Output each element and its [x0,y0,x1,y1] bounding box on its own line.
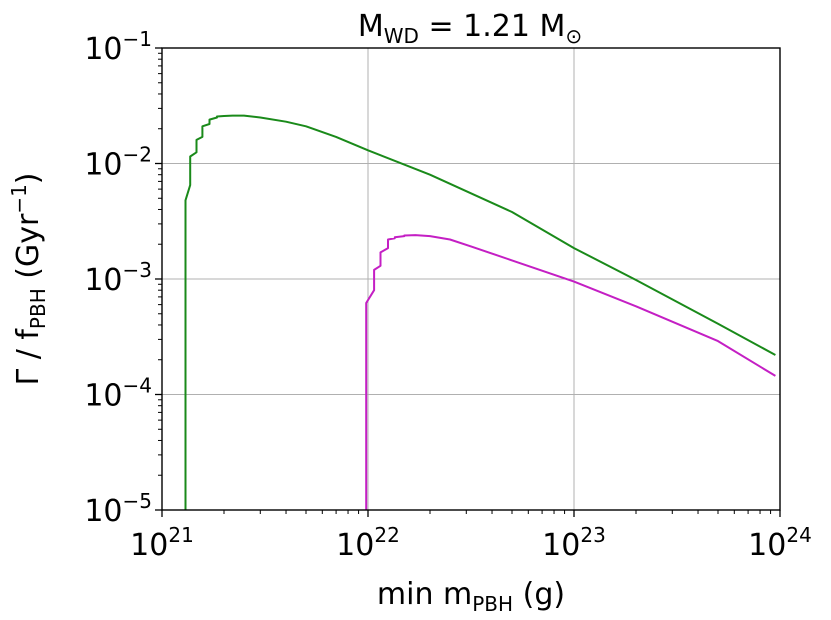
major-ticks [155,47,781,517]
x-axis-label: min mPBH (g) [377,577,565,616]
x-tick-label: 1022 [336,523,400,563]
series-group [184,114,776,510]
series-line-1 [184,114,776,510]
y-tick-labels: 10−5 10−4 10−3 10−2 10−1 [84,27,152,529]
x-tick-label: 1021 [130,523,194,563]
series-line-2 [365,234,776,510]
xlabel-suffix: (g) [513,577,565,612]
y-tick-label: 10−3 [84,258,152,298]
title-sub: WD [384,24,419,48]
title-sub2: ⊙ [565,24,582,48]
ylabel-prefix: Γ / f [11,328,46,386]
x-tick-label: 1024 [748,523,812,563]
y-tick-label: 10−2 [84,143,152,183]
xlabel-sub: PBH [472,592,513,616]
x-tick-labels: 1021 1022 1023 1024 [130,523,812,563]
y-axis-label: Γ / fPBH (Gyr−1) [7,172,50,385]
minor-ticks [158,52,772,514]
title-middle: = 1.21 M [419,9,565,44]
xlabel-prefix: min m [377,577,472,612]
y-tick-label: 10−1 [84,27,152,67]
ylabel-suffix: ) [11,172,46,184]
chart-title: MWD = 1.21 M⊙ [358,9,582,48]
ylabel-middle: (Gyr [11,213,46,288]
ylabel-sup: −1 [7,184,31,213]
title-prefix: M [358,9,384,44]
y-tick-label: 10−5 [84,489,152,529]
ylabel-sub: PBH [26,288,50,329]
y-tick-label: 10−4 [84,374,152,414]
x-tick-label: 1023 [542,523,606,563]
